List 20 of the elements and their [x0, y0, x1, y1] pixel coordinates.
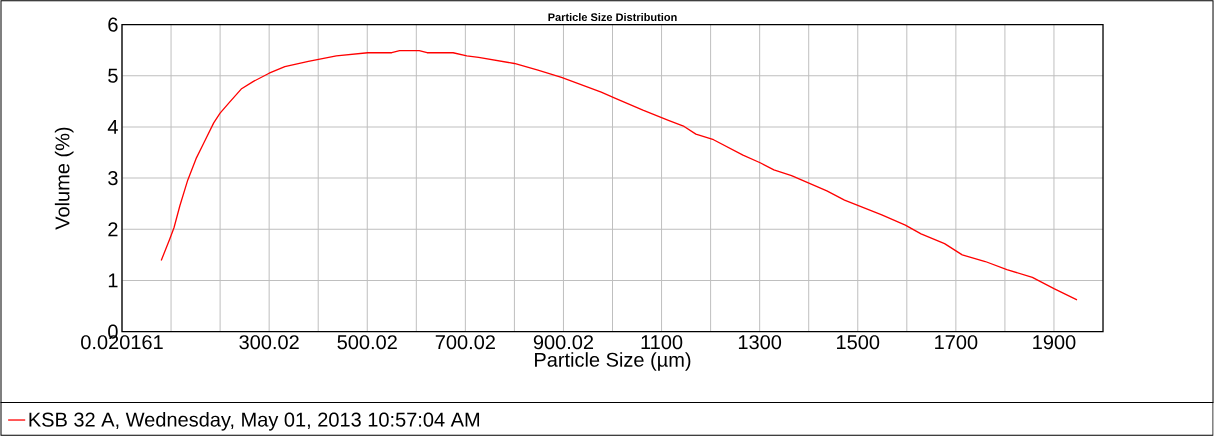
x-axis-title: Particle Size (µm) [535, 352, 691, 371]
x-tick-label: 900.02 [533, 335, 594, 350]
x-tick-label: 300.02 [239, 335, 299, 350]
x-tick-label: 1100 [641, 335, 683, 350]
x-tick-label: 500.02 [337, 335, 397, 350]
x-tick-label: 700.02 [435, 335, 495, 350]
y-tick-label: 2 [108, 222, 118, 237]
y-tick-label: 6 [108, 17, 118, 32]
y-tick-label: 5 [108, 68, 118, 83]
x-tick-label: 1300 [738, 335, 782, 350]
y-tick-label: 1 [108, 273, 118, 288]
line-series [160, 50, 1078, 301]
x-tick-label: 1500 [837, 335, 880, 350]
y-tick-label: 3 [108, 171, 118, 186]
x-tick-label: 1900 [1033, 335, 1076, 350]
y-axis-title: Volume (%) [54, 127, 74, 230]
legend-label: KSB 32 A, Wednesday, May 01, 2013 10:57:04 AM [29, 412, 480, 431]
x-tick-label: 1700 [935, 335, 978, 350]
chart-title: Particle Size Distribution [548, 12, 677, 22]
y-tick-label: 4 [107, 120, 118, 134]
